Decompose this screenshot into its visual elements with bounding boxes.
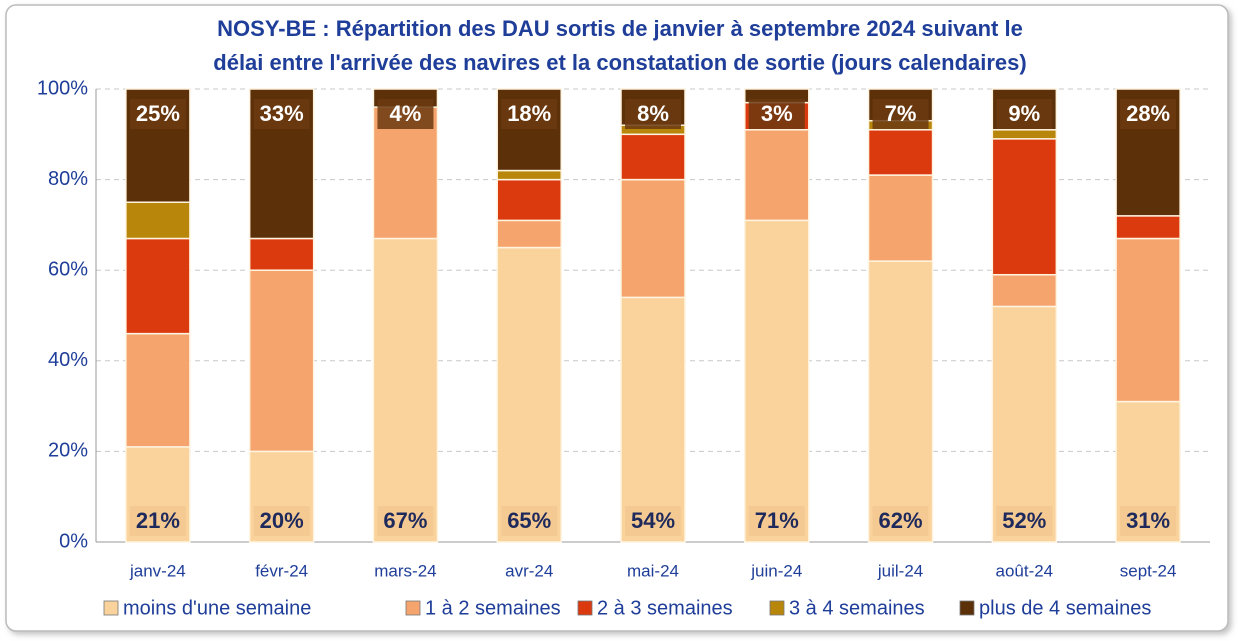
data-label: 3% [761, 101, 793, 126]
data-label: 25% [136, 101, 180, 126]
x-tick-label: juil-24 [877, 561, 923, 580]
legend-marker [405, 600, 421, 616]
bar-segment [867, 174, 934, 262]
data-label: 33% [260, 101, 304, 126]
bar-segment [372, 237, 439, 543]
data-label: 7% [885, 101, 917, 126]
data-label: 4% [390, 101, 422, 126]
data-label: 9% [1008, 101, 1040, 126]
legend-marker [769, 600, 785, 616]
data-label: 8% [637, 101, 669, 126]
label-box [253, 506, 310, 536]
x-tick-label: mars-24 [374, 561, 436, 580]
y-tick-label: 100% [37, 77, 88, 99]
chart-title: délai entre l'arrivée des navires et la … [213, 50, 1026, 75]
y-tick-label: 60% [48, 258, 88, 280]
data-label: 21% [136, 508, 180, 533]
bar-segment [496, 219, 562, 249]
bar-segment [867, 260, 934, 543]
bar-segment [867, 129, 934, 176]
bar-segment [620, 178, 686, 299]
label-box [1120, 506, 1177, 536]
bar-segment [496, 246, 562, 543]
data-label: 28% [1126, 101, 1170, 126]
bar-segment [125, 237, 191, 335]
data-label: 62% [879, 508, 923, 533]
bar-segment [991, 129, 1058, 140]
legend-label: moins d'une semaine [123, 597, 311, 619]
y-tick-label: 20% [48, 440, 88, 462]
y-tick-label: 80% [48, 168, 88, 190]
legend-label: plus de 4 semaines [979, 597, 1151, 619]
label-box [872, 99, 929, 129]
label-box [377, 99, 434, 129]
label-box [996, 99, 1053, 129]
x-tick-label: févr-24 [255, 561, 308, 580]
bar-segment [744, 129, 810, 222]
x-tick-label: août-24 [995, 561, 1053, 580]
bar-segment [1115, 237, 1181, 403]
data-label: 52% [1002, 508, 1046, 533]
label-box [996, 506, 1053, 536]
label-box [377, 506, 434, 536]
label-box [129, 506, 186, 536]
label-box [1120, 99, 1177, 129]
label-box [748, 506, 805, 536]
bar-segment [372, 106, 439, 240]
data-label: 20% [260, 508, 304, 533]
bar-segment [496, 169, 562, 181]
label-box [625, 506, 681, 536]
bar-segment [496, 178, 562, 222]
legend-marker [959, 600, 975, 616]
bar-segment [1115, 215, 1181, 240]
legend-label: 1 à 2 semaines [425, 597, 561, 619]
legend-marker [577, 600, 593, 616]
bar-segment [744, 219, 810, 543]
label-box [872, 506, 929, 536]
bar-segment [248, 269, 315, 453]
data-label: 71% [755, 508, 799, 533]
label-box [129, 99, 186, 129]
label-box [625, 99, 681, 129]
data-label: 54% [631, 508, 675, 533]
data-label: 31% [1126, 508, 1170, 533]
chart-title: NOSY-BE : Répartition des DAU sortis de … [217, 16, 1023, 41]
label-box [501, 506, 558, 536]
data-label: 65% [507, 508, 551, 533]
bar-segment [620, 133, 686, 181]
legend-label: 2 à 3 semaines [597, 597, 733, 619]
x-tick-label: avr-24 [505, 561, 553, 580]
x-tick-label: sept-24 [1120, 561, 1177, 580]
y-tick-label: 40% [48, 349, 88, 371]
y-tick-label: 0% [59, 530, 88, 552]
label-box [748, 99, 805, 129]
bar-segment [125, 332, 191, 448]
bar-segment [620, 296, 686, 543]
data-label: 67% [383, 508, 427, 533]
legend-marker [103, 600, 119, 616]
x-tick-label: mai-24 [627, 561, 679, 580]
x-tick-label: juin-24 [750, 561, 802, 580]
label-box [501, 99, 558, 129]
data-label: 18% [507, 101, 551, 126]
bar-segment [125, 201, 191, 240]
bar-segment [248, 237, 315, 271]
bar-segment [991, 305, 1058, 543]
legend-label: 3 à 4 semaines [789, 597, 925, 619]
x-tick-label: janv-24 [129, 561, 186, 580]
bar-segment [991, 138, 1058, 276]
label-box [253, 99, 310, 129]
bar-segment [991, 273, 1058, 308]
